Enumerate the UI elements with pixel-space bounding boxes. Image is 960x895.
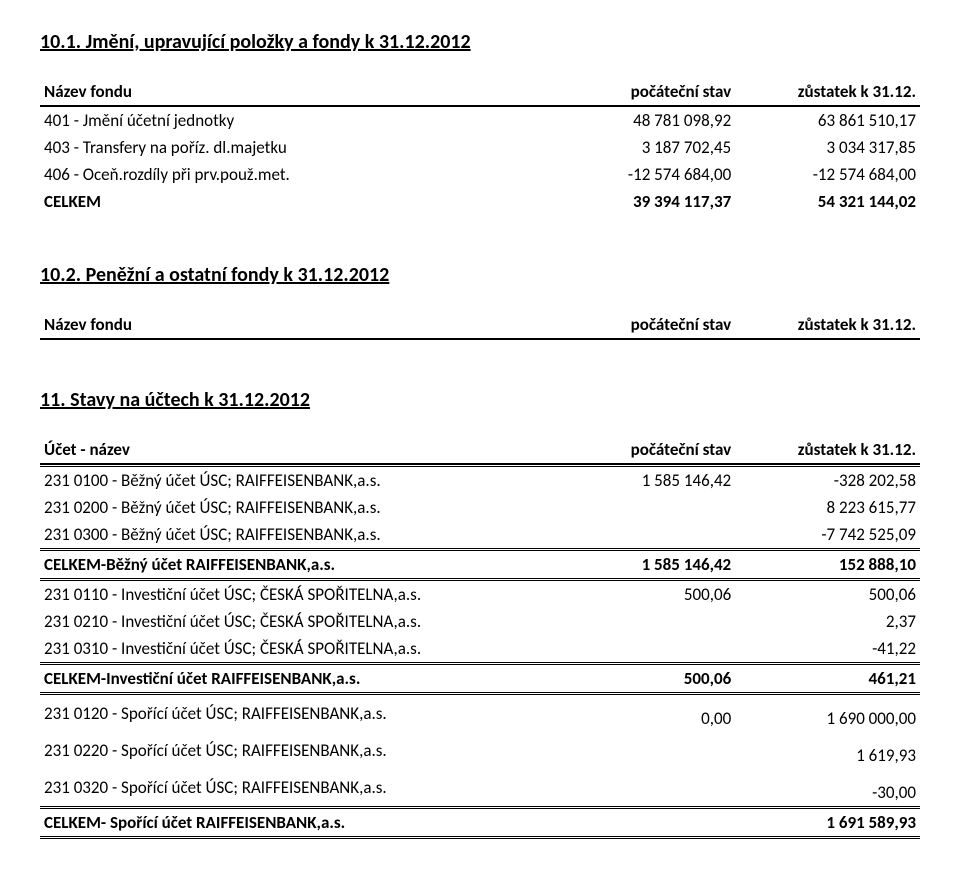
table-row: 231 0200 - Běžný účet ÚSC; RAIFFEISENBAN… — [40, 494, 920, 521]
table-row: 231 0320 - Spořící účet ÚSC; RAIFFEISENB… — [40, 769, 920, 808]
cell-value: -30,00 — [735, 769, 920, 808]
cell-value: -12 574 684,00 — [735, 161, 920, 188]
table-section-11: Účet - název počáteční stav zůstatek k 3… — [40, 436, 920, 839]
cell-value: 8 223 615,77 — [735, 494, 920, 521]
cell-total-value: 1 585 146,42 — [550, 549, 735, 579]
subtotal-row: CELKEM-Investiční účet RAIFFEISENBANK,a.… — [40, 663, 920, 693]
col-header-start: počáteční stav — [550, 78, 735, 106]
table-row: 401 - Jmění účetní jednotky 48 781 098,9… — [40, 106, 920, 134]
cell-total-value — [550, 807, 735, 837]
table-row: 231 0120 - Spořící účet ÚSC; RAIFFEISENB… — [40, 693, 920, 732]
col-header-name: Název fondu — [40, 311, 550, 339]
cell-name: 401 - Jmění účetní jednotky — [40, 106, 550, 134]
table-row: 231 0220 - Spořící účet ÚSC; RAIFFEISENB… — [40, 732, 920, 769]
cell-value — [550, 732, 735, 769]
cell-value: 500,06 — [550, 579, 735, 608]
cell-name: 231 0110 - Investiční účet ÚSC; ČESKÁ SP… — [40, 579, 550, 608]
cell-value — [550, 769, 735, 808]
cell-name: 231 0210 - Investiční účet ÚSC; ČESKÁ SP… — [40, 608, 550, 635]
subtotal-row: CELKEM-Běžný účet RAIFFEISENBANK,a.s. 1 … — [40, 549, 920, 579]
cell-value: 1 619,93 — [735, 732, 920, 769]
cell-total-value: 54 321 144,02 — [735, 188, 920, 215]
cell-value: 1 585 146,42 — [550, 466, 735, 494]
cell-value: 48 781 098,92 — [550, 106, 735, 134]
cell-total-value: 152 888,10 — [735, 549, 920, 579]
cell-name: 231 0310 - Investiční účet ÚSC; ČESKÁ SP… — [40, 635, 550, 664]
cell-total-label: CELKEM- Spořící účet RAIFFEISENBANK,a.s. — [40, 807, 550, 837]
cell-total-value: 461,21 — [735, 663, 920, 693]
cell-total-value: 39 394 117,37 — [550, 188, 735, 215]
section-heading-11: 11. Stavy na účtech k 31.12.2012 — [40, 388, 920, 412]
section-heading-10-1: 10.1. Jmění, upravující položky a fondy … — [40, 30, 920, 54]
cell-name: 406 - Oceň.rozdíly při prv.použ.met. — [40, 161, 550, 188]
col-header-start: počáteční stav — [550, 311, 735, 339]
cell-name: 231 0200 - Běžný účet ÚSC; RAIFFEISENBAN… — [40, 494, 550, 521]
cell-name: 231 0320 - Spořící účet ÚSC; RAIFFEISENB… — [40, 769, 550, 808]
col-header-balance: zůstatek k 31.12. — [735, 311, 920, 339]
col-header-balance: zůstatek k 31.12. — [735, 436, 920, 464]
table-row: 231 0310 - Investiční účet ÚSC; ČESKÁ SP… — [40, 635, 920, 664]
cell-value: -328 202,58 — [735, 466, 920, 494]
cell-value: 3 187 702,45 — [550, 134, 735, 161]
cell-total-label: CELKEM-Běžný účet RAIFFEISENBANK,a.s. — [40, 549, 550, 579]
table-row: 403 - Transfery na poříz. dl.majetku 3 1… — [40, 134, 920, 161]
cell-value: -7 742 525,09 — [735, 521, 920, 550]
table-row: 231 0100 - Běžný účet ÚSC; RAIFFEISENBAN… — [40, 466, 920, 494]
section-heading-10-2: 10.2. Peněžní a ostatní fondy k 31.12.20… — [40, 263, 920, 287]
cell-value: 1 690 000,00 — [735, 693, 920, 732]
col-header-balance: zůstatek k 31.12. — [735, 78, 920, 106]
subtotal-row: CELKEM- Spořící účet RAIFFEISENBANK,a.s.… — [40, 807, 920, 837]
col-header-name: Název fondu — [40, 78, 550, 106]
cell-name: 231 0120 - Spořící účet ÚSC; RAIFFEISENB… — [40, 693, 550, 732]
table-section-10-1: Název fondu počáteční stav zůstatek k 31… — [40, 78, 920, 215]
cell-value: 500,06 — [735, 579, 920, 608]
cell-name: 231 0300 - Běžný účet ÚSC; RAIFFEISENBAN… — [40, 521, 550, 550]
table-row: 406 - Oceň.rozdíly při prv.použ.met. -12… — [40, 161, 920, 188]
cell-total-label: CELKEM-Investiční účet RAIFFEISENBANK,a.… — [40, 663, 550, 693]
cell-value: 63 861 510,17 — [735, 106, 920, 134]
table-section-10-2: Název fondu počáteční stav zůstatek k 31… — [40, 311, 920, 340]
cell-value — [550, 521, 735, 550]
table-row: 231 0210 - Investiční účet ÚSC; ČESKÁ SP… — [40, 608, 920, 635]
cell-value — [550, 494, 735, 521]
cell-value — [550, 608, 735, 635]
table-row: 231 0300 - Běžný účet ÚSC; RAIFFEISENBAN… — [40, 521, 920, 550]
total-row: CELKEM 39 394 117,37 54 321 144,02 — [40, 188, 920, 215]
cell-value: 2,37 — [735, 608, 920, 635]
cell-value: 3 034 317,85 — [735, 134, 920, 161]
cell-value: -12 574 684,00 — [550, 161, 735, 188]
cell-name: 231 0220 - Spořící účet ÚSC; RAIFFEISENB… — [40, 732, 550, 769]
table-row: 231 0110 - Investiční účet ÚSC; ČESKÁ SP… — [40, 579, 920, 608]
col-header-start: počáteční stav — [550, 436, 735, 464]
cell-value: 0,00 — [550, 693, 735, 732]
col-header-name: Účet - název — [40, 436, 550, 464]
cell-total-label: CELKEM — [40, 188, 550, 215]
cell-value: -41,22 — [735, 635, 920, 664]
cell-name: 403 - Transfery na poříz. dl.majetku — [40, 134, 550, 161]
cell-total-value: 500,06 — [550, 663, 735, 693]
cell-total-value: 1 691 589,93 — [735, 807, 920, 837]
cell-value — [550, 635, 735, 664]
cell-name: 231 0100 - Běžný účet ÚSC; RAIFFEISENBAN… — [40, 466, 550, 494]
